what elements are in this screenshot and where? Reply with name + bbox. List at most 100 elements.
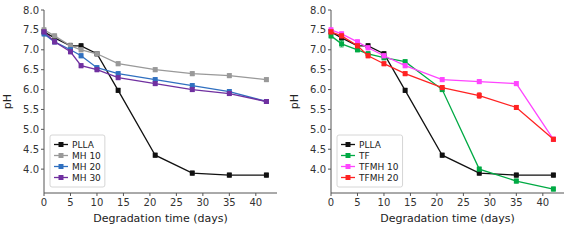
error-bar — [329, 30, 333, 34]
x-tick — [463, 193, 464, 196]
series-line — [44, 34, 266, 102]
x-tick — [96, 193, 97, 196]
error-bar — [79, 44, 83, 48]
error-bar — [403, 64, 407, 68]
data-point — [381, 53, 386, 58]
legend: PLLATFTFMH 10TFMH 20 — [337, 135, 403, 187]
x-axis-label: Degradation time (days) — [93, 212, 228, 225]
y-tick — [41, 129, 44, 130]
error-bar — [116, 88, 120, 92]
error-bar — [514, 82, 518, 86]
error-bar — [116, 62, 120, 66]
x-tick — [44, 193, 45, 196]
y-tick-label: 5.0 — [23, 124, 39, 135]
data-point — [551, 137, 556, 142]
error-bar — [153, 82, 157, 86]
error-bar — [79, 54, 83, 58]
y-tick — [41, 89, 44, 90]
error-bar — [53, 40, 57, 44]
x-tick-label: 30 — [196, 197, 209, 208]
series-line — [44, 30, 266, 80]
x-tick-label: 10 — [378, 197, 391, 208]
y-axis-line — [44, 10, 45, 193]
y-tick-label: 8.0 — [310, 5, 326, 16]
y-tick-label: 7.5 — [310, 24, 326, 35]
y-tick — [41, 10, 44, 11]
legend-label: MH 10 — [72, 151, 101, 161]
x-tick-label: 0 — [41, 197, 47, 208]
error-bar — [116, 76, 120, 80]
data-point — [227, 173, 232, 178]
y-tick-label: 4.5 — [310, 144, 326, 155]
x-tick — [70, 193, 71, 196]
x-tick — [149, 193, 150, 196]
y-tick — [328, 109, 331, 110]
error-bar — [440, 153, 444, 157]
y-tick — [41, 109, 44, 110]
x-tick-label: 30 — [483, 197, 496, 208]
chart-panel: 4.04.55.05.56.06.57.07.58.00510152025303… — [288, 5, 564, 226]
error-bar — [190, 84, 194, 88]
y-tick-label: 5.5 — [23, 104, 39, 115]
error-bar — [551, 137, 555, 141]
error-bar — [190, 88, 194, 92]
y-tick — [328, 49, 331, 50]
y-tick — [328, 149, 331, 150]
error-bar — [95, 52, 99, 56]
y-tick — [328, 10, 331, 11]
error-bar — [79, 48, 83, 52]
y-tick-label: 7.0 — [310, 44, 326, 55]
data-point — [514, 173, 519, 178]
series — [329, 29, 556, 141]
data-point — [153, 81, 158, 86]
error-bar — [264, 78, 268, 82]
series-line — [331, 36, 553, 189]
data-point — [514, 81, 519, 86]
y-tick-label: 7.0 — [23, 44, 39, 55]
error-bar — [355, 44, 359, 48]
data-point — [79, 47, 84, 52]
y-tick — [328, 69, 331, 70]
data-point — [264, 173, 269, 178]
error-bar — [340, 34, 344, 38]
legend-label: TF — [358, 151, 370, 161]
y-tick-label: 6.5 — [23, 64, 39, 75]
series — [42, 29, 269, 177]
error-bar — [440, 86, 444, 90]
error-bar — [551, 137, 555, 141]
y-tick-label: 4.0 — [23, 164, 39, 175]
x-tick-label: 10 — [91, 197, 104, 208]
x-tick-label: 20 — [144, 197, 157, 208]
x-tick-label: 40 — [249, 197, 262, 208]
legend-frame — [50, 135, 105, 187]
data-point — [477, 167, 482, 172]
error-bar — [53, 34, 57, 38]
x-tick-label: 5 — [67, 197, 73, 208]
x-tick — [436, 193, 437, 196]
error-bar — [190, 72, 194, 76]
error-bar — [153, 153, 157, 157]
error-bar — [68, 50, 72, 54]
error-bar — [355, 48, 359, 52]
error-bar — [153, 78, 157, 82]
legend-label: PLLA — [72, 140, 95, 150]
data-point — [551, 137, 556, 142]
data-point — [339, 41, 344, 46]
data-point — [190, 87, 195, 92]
x-tick-label: 35 — [510, 197, 523, 208]
series — [42, 31, 269, 104]
x-tick — [357, 193, 358, 196]
error-bar — [227, 92, 231, 96]
x-tick-label: 15 — [117, 197, 130, 208]
x-tick — [383, 193, 384, 196]
x-axis-line — [331, 193, 564, 194]
error-bar — [95, 52, 99, 56]
error-bar — [116, 72, 120, 76]
data-point — [477, 79, 482, 84]
x-tick-label: 15 — [404, 197, 417, 208]
error-bar — [53, 40, 57, 44]
legend: PLLAMH 10MH 20MH 30 — [50, 135, 105, 187]
legend-marker — [59, 153, 64, 158]
error-bar — [477, 93, 481, 99]
error-bar — [42, 30, 46, 34]
